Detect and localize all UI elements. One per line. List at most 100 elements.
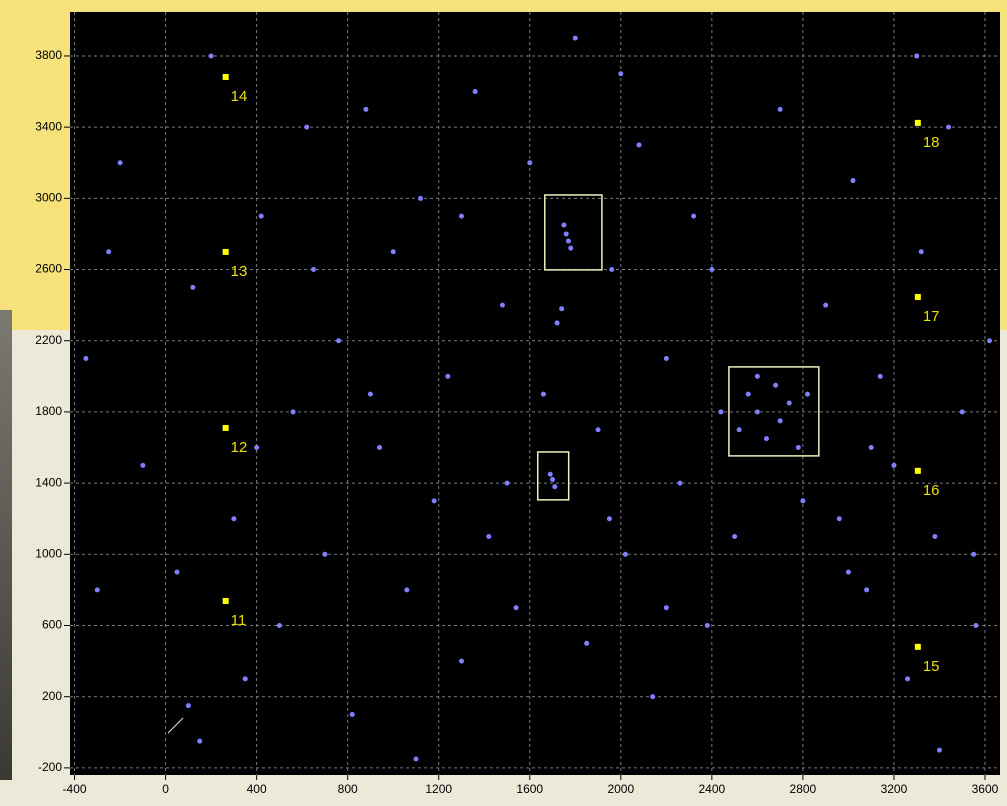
scatter-point bbox=[459, 659, 464, 664]
scatter-point bbox=[960, 409, 965, 414]
marker bbox=[915, 468, 921, 474]
scatter-point bbox=[140, 463, 145, 468]
scatter-point bbox=[190, 285, 195, 290]
y-tick-label: 3800 bbox=[35, 48, 62, 62]
scatter-point bbox=[650, 694, 655, 699]
scatter-point bbox=[796, 445, 801, 450]
y-tick-label: 1400 bbox=[35, 475, 62, 489]
scatter-point bbox=[607, 516, 612, 521]
scatter-point bbox=[322, 552, 327, 557]
scatter-point bbox=[755, 409, 760, 414]
scatter-point bbox=[209, 53, 214, 58]
scatter-point bbox=[368, 392, 373, 397]
x-axis-band bbox=[12, 775, 1007, 806]
y-tick-label: 2200 bbox=[35, 333, 62, 347]
marker bbox=[223, 598, 229, 604]
y-tick-label: 200 bbox=[42, 689, 62, 703]
scatter-point bbox=[505, 481, 510, 486]
scatter-point bbox=[259, 214, 264, 219]
scatter-point bbox=[564, 231, 569, 236]
marker bbox=[915, 294, 921, 300]
marker-label: 11 bbox=[231, 612, 247, 629]
scatter-point bbox=[778, 418, 783, 423]
scatter-point bbox=[596, 427, 601, 432]
scatter-point bbox=[363, 107, 368, 112]
scatter-point bbox=[584, 641, 589, 646]
scatter-point bbox=[118, 160, 123, 165]
scatter-point bbox=[677, 481, 682, 486]
plot-area bbox=[70, 12, 1000, 775]
scatter-point bbox=[473, 89, 478, 94]
marker bbox=[915, 644, 921, 650]
scatter-point bbox=[805, 392, 810, 397]
x-tick-label: 800 bbox=[338, 782, 358, 796]
scatter-point bbox=[243, 676, 248, 681]
scatter-point bbox=[932, 534, 937, 539]
scatter-point bbox=[937, 748, 942, 753]
scatter-point bbox=[800, 498, 805, 503]
marker-label: 12 bbox=[231, 439, 248, 456]
scatter-point bbox=[311, 267, 316, 272]
scatter-point bbox=[541, 392, 546, 397]
x-tick-label: 1200 bbox=[425, 782, 452, 796]
x-tick-label: 2800 bbox=[790, 782, 817, 796]
y-tick-label: 3400 bbox=[35, 119, 62, 133]
scatter-point bbox=[552, 484, 557, 489]
marker bbox=[223, 249, 229, 255]
marker-label: 13 bbox=[231, 263, 248, 280]
scatter-point bbox=[709, 267, 714, 272]
scatter-point bbox=[291, 409, 296, 414]
scatter-point bbox=[391, 249, 396, 254]
scatter-point bbox=[336, 338, 341, 343]
scatter-point bbox=[664, 605, 669, 610]
scatter-point bbox=[973, 623, 978, 628]
scatter-point bbox=[527, 160, 532, 165]
scatter-point bbox=[618, 71, 623, 76]
scatter-point bbox=[568, 246, 573, 251]
scatter-point bbox=[919, 249, 924, 254]
marker-label: 16 bbox=[923, 482, 940, 499]
scatter-point bbox=[83, 356, 88, 361]
x-tick-label: -400 bbox=[63, 782, 87, 796]
scatter-point bbox=[637, 142, 642, 147]
scatter-point bbox=[413, 756, 418, 761]
scatter-point bbox=[664, 356, 669, 361]
scatter-point bbox=[197, 739, 202, 744]
marker-label: 18 bbox=[923, 134, 940, 151]
scatter-point bbox=[846, 570, 851, 575]
marker-label: 15 bbox=[923, 658, 940, 675]
scatter-point bbox=[705, 623, 710, 628]
y-tick-label: 1800 bbox=[35, 404, 62, 418]
x-tick-label: 3200 bbox=[881, 782, 908, 796]
x-tick-label: 400 bbox=[247, 782, 267, 796]
scatter-point bbox=[837, 516, 842, 521]
y-tick-label: -200 bbox=[38, 760, 62, 774]
scatter-point bbox=[878, 374, 883, 379]
scatter-point bbox=[566, 239, 571, 244]
scatter-point bbox=[746, 392, 751, 397]
x-tick-label: 3600 bbox=[972, 782, 999, 796]
y-tick-label: 1000 bbox=[35, 546, 62, 560]
scatter-point bbox=[550, 477, 555, 482]
marker bbox=[223, 74, 229, 80]
scatter-point bbox=[514, 605, 519, 610]
scatter-point bbox=[971, 552, 976, 557]
scatter-point bbox=[718, 409, 723, 414]
scatter-point bbox=[350, 712, 355, 717]
scatter-point bbox=[559, 306, 564, 311]
scatter-point bbox=[778, 107, 783, 112]
scatter-point bbox=[691, 214, 696, 219]
scatter-point bbox=[304, 125, 309, 130]
scatter-point bbox=[106, 249, 111, 254]
marker-label: 14 bbox=[231, 88, 248, 105]
scatter-point bbox=[823, 303, 828, 308]
scatter-point bbox=[737, 427, 742, 432]
scatter-point bbox=[548, 472, 553, 477]
scatter-point bbox=[755, 374, 760, 379]
y-tick-label: 2600 bbox=[35, 262, 62, 276]
scatter-point bbox=[773, 383, 778, 388]
scatter-point bbox=[573, 36, 578, 41]
scatter-point bbox=[500, 303, 505, 308]
x-tick-label: 1600 bbox=[516, 782, 543, 796]
scatter-point bbox=[946, 125, 951, 130]
